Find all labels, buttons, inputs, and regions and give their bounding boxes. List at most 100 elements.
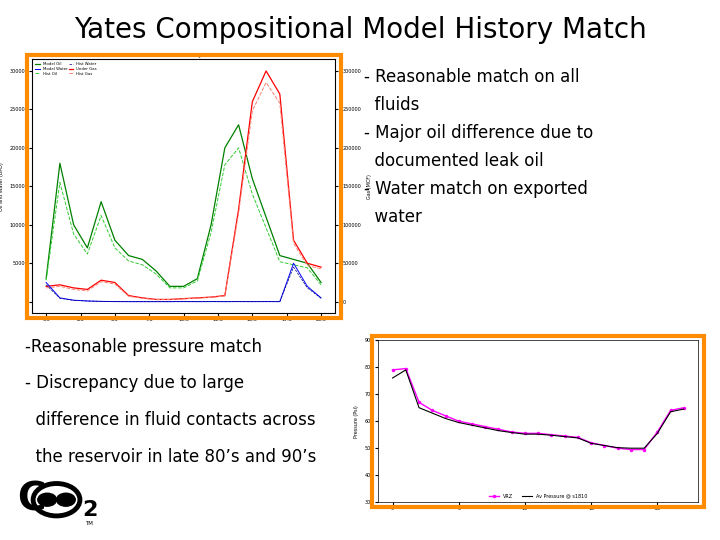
Line: Model Oil: Model Oil — [46, 125, 321, 286]
Model Oil — [276, 252, 284, 259]
VRZ — [508, 429, 516, 435]
VRZ — [402, 365, 410, 372]
Model Oil — [55, 160, 64, 166]
Model Water — [42, 279, 50, 286]
Hist Gas — [234, 210, 243, 217]
Under Gas — [289, 237, 298, 244]
Text: C: C — [17, 481, 45, 519]
Hist Oil — [303, 265, 312, 271]
Hist Gas — [262, 79, 271, 86]
VRZ — [626, 446, 635, 453]
Av Pressure @ s1810 — [587, 440, 595, 447]
Hist Water — [220, 299, 229, 305]
Text: - Reasonable match on all: - Reasonable match on all — [364, 68, 579, 85]
Model Oil — [179, 283, 188, 289]
VRZ — [560, 433, 569, 440]
Hist Oil — [69, 231, 78, 237]
Model Oil — [193, 275, 202, 282]
Under Gas — [96, 277, 105, 284]
Hist Water — [317, 295, 325, 301]
Hist Oil — [193, 278, 202, 284]
Model Oil — [69, 221, 78, 228]
Model Water — [289, 260, 298, 267]
VRZ — [388, 367, 397, 373]
Hist Water — [193, 299, 202, 305]
Model Oil — [96, 199, 105, 205]
VRZ — [600, 442, 608, 449]
Av Pressure @ s1810 — [600, 442, 608, 449]
Y-axis label: Gas (MCF): Gas (MCF) — [366, 174, 372, 199]
Text: 2: 2 — [82, 500, 97, 520]
Model Oil — [166, 283, 174, 289]
Hist Gas — [303, 262, 312, 269]
Hist Gas — [111, 281, 120, 287]
Under Gas — [69, 285, 78, 291]
Av Pressure @ s1810 — [415, 404, 423, 411]
Av Pressure @ s1810 — [574, 435, 582, 441]
Hist Oil — [248, 191, 256, 197]
Hist Oil — [83, 251, 91, 257]
VRZ — [481, 423, 490, 430]
Model Water — [138, 299, 147, 305]
Hist Water — [55, 295, 64, 301]
VRZ — [494, 426, 503, 433]
Av Pressure @ s1810 — [508, 429, 516, 436]
Model Oil — [42, 275, 50, 282]
Hist Oil — [138, 261, 147, 268]
Text: -Reasonable pressure match: -Reasonable pressure match — [25, 338, 262, 355]
VRZ — [547, 431, 556, 438]
Hist Water — [289, 264, 298, 271]
Model Oil — [234, 122, 243, 128]
Under Gas — [83, 286, 91, 293]
Hist Oil — [152, 271, 161, 277]
Model Oil — [248, 176, 256, 182]
Av Pressure @ s1810 — [613, 444, 622, 451]
Model Water — [179, 298, 188, 305]
Under Gas — [152, 296, 161, 302]
Hist Water — [152, 299, 161, 305]
Av Pressure @ s1810 — [402, 367, 410, 373]
Av Pressure @ s1810 — [428, 410, 436, 416]
Hist Water — [111, 299, 120, 305]
VRZ — [640, 446, 649, 453]
Model Oil — [111, 237, 120, 244]
Hist Water — [42, 281, 50, 288]
Hist Water — [276, 299, 284, 305]
Hist Oil — [234, 145, 243, 151]
Under Gas — [166, 296, 174, 302]
Under Gas — [42, 283, 50, 289]
Under Gas — [303, 260, 312, 267]
VRZ — [613, 445, 622, 451]
Av Pressure @ s1810 — [626, 445, 635, 451]
Hist Gas — [125, 293, 133, 300]
Hist Oil — [179, 285, 188, 291]
Text: fluids: fluids — [364, 96, 419, 113]
Under Gas — [262, 68, 271, 74]
Av Pressure @ s1810 — [547, 432, 556, 438]
Hist Oil — [166, 285, 174, 291]
Av Pressure @ s1810 — [441, 415, 450, 422]
Hist Gas — [152, 296, 161, 303]
Model Oil — [303, 260, 312, 267]
Line: Model Water: Model Water — [46, 264, 321, 302]
Text: Yates Compositional Model History Match: Yates Compositional Model History Match — [73, 16, 647, 44]
Hist Oil — [262, 225, 271, 231]
VRZ — [441, 413, 450, 419]
Hist Oil — [220, 161, 229, 168]
VRZ — [574, 434, 582, 441]
Av Pressure @ s1810 — [560, 433, 569, 440]
Hist Water — [262, 299, 271, 305]
Hist Water — [138, 299, 147, 305]
Hist Gas — [166, 296, 174, 303]
Under Gas — [193, 295, 202, 301]
Under Gas — [276, 91, 284, 97]
Hist Oil — [276, 259, 284, 265]
Hist Gas — [83, 288, 91, 294]
Model Oil — [289, 256, 298, 262]
Text: difference in fluid contacts across: difference in fluid contacts across — [25, 411, 316, 429]
Hist Gas — [220, 293, 229, 299]
Under Gas — [317, 264, 325, 271]
Y-axis label: Pressure (Psi): Pressure (Psi) — [354, 405, 359, 437]
Hist Gas — [193, 295, 202, 301]
Model Water — [303, 283, 312, 289]
